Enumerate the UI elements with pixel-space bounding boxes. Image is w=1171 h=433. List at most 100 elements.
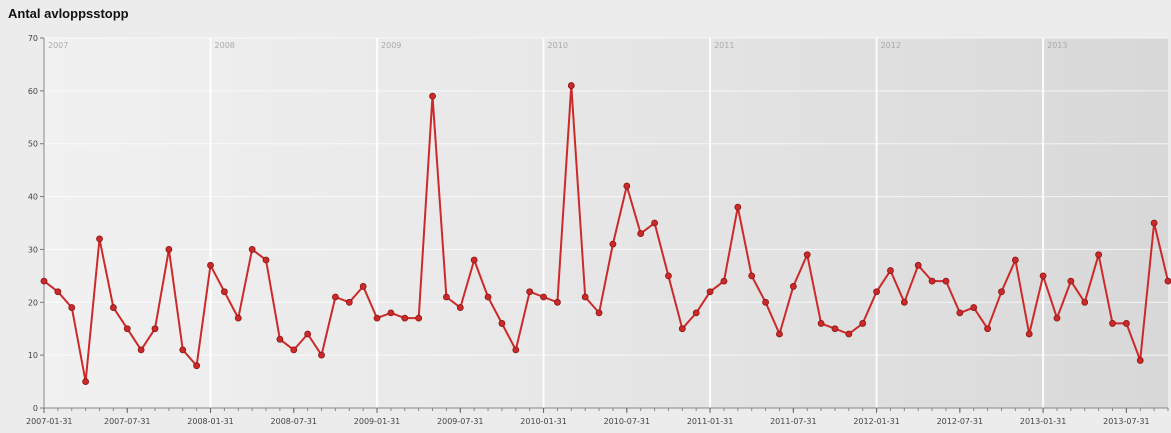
- data-point: [789, 283, 797, 290]
- data-point: [873, 288, 880, 296]
- data-point: [1011, 256, 1019, 264]
- data-point: [748, 272, 756, 280]
- x-tick-label: 2007-01-31: [26, 417, 73, 426]
- data-point: [1025, 330, 1033, 338]
- series-group: [40, 82, 1171, 385]
- data-point: [456, 304, 464, 311]
- x-tick-label: 2012-07-31: [937, 417, 984, 426]
- series-line: [43, 84, 1169, 383]
- data-point: [567, 82, 575, 89]
- year-label: 2012: [881, 41, 901, 50]
- y-tick-label: 10: [28, 351, 38, 360]
- plot-area: [44, 38, 1168, 408]
- data-point: [609, 240, 617, 248]
- x-tick-label: 2009-01-31: [354, 417, 401, 426]
- data-point: [40, 277, 48, 285]
- data-point: [1164, 277, 1171, 285]
- data-point: [720, 277, 728, 285]
- year-labels: 2007 2008 2009 2010 2011 2012 2013: [48, 41, 1067, 50]
- y-tick-label: 30: [28, 245, 38, 254]
- data-point: [762, 298, 769, 306]
- chart-title: Antal avloppsstopp: [8, 6, 129, 21]
- data-point: [318, 351, 325, 359]
- data-point: [623, 182, 631, 190]
- y-tick-label: 20: [28, 298, 38, 307]
- x-tick-label: 2013-01-31: [1020, 417, 1067, 426]
- year-label: 2011: [714, 41, 734, 50]
- y-tick-label: 50: [28, 140, 38, 149]
- data-point: [984, 325, 992, 333]
- data-point: [498, 320, 506, 327]
- data-point: [928, 277, 936, 285]
- data-point: [1136, 357, 1144, 364]
- data-point: [54, 288, 62, 296]
- data-point: [1081, 298, 1089, 306]
- data-point: [151, 325, 159, 333]
- data-point: [332, 293, 339, 301]
- data-point: [207, 261, 214, 269]
- data-point: [831, 325, 839, 333]
- y-tick-label: 60: [28, 87, 38, 96]
- data-point: [123, 325, 131, 333]
- data-point: [1053, 314, 1061, 322]
- data-point: [234, 314, 242, 322]
- data-point: [817, 320, 825, 327]
- data-point: [678, 325, 686, 333]
- data-point: [1039, 272, 1047, 280]
- x-tick-label: 2010-01-31: [520, 417, 567, 426]
- data-point: [803, 251, 811, 259]
- data-point: [165, 246, 173, 253]
- data-point: [220, 288, 228, 296]
- data-point: [998, 288, 1005, 296]
- data-point: [900, 298, 908, 306]
- year-label: 2008: [215, 41, 235, 50]
- data-point: [109, 304, 117, 311]
- data-point: [845, 330, 853, 338]
- x-tick-label: 2012-01-31: [853, 417, 900, 426]
- data-point: [1095, 251, 1103, 259]
- data-point: [706, 288, 714, 296]
- data-point: [401, 314, 409, 322]
- x-tick-label: 2013-07-31: [1103, 417, 1150, 426]
- data-point: [429, 92, 436, 100]
- data-point: [373, 314, 381, 322]
- data-point: [956, 309, 964, 317]
- data-point: [942, 277, 950, 285]
- data-point: [776, 330, 783, 338]
- data-point: [82, 378, 90, 385]
- data-point: [692, 309, 700, 317]
- y-axis: 0 10 20 30 40 50 60 70: [28, 34, 45, 413]
- data-point: [1150, 219, 1158, 227]
- data-point: [970, 304, 978, 311]
- data-point: [290, 346, 298, 354]
- data-point: [1067, 277, 1075, 285]
- data-point: [304, 330, 312, 338]
- x-tick-label: 2007-07-31: [104, 417, 151, 426]
- data-point: [540, 293, 547, 301]
- data-point: [1122, 320, 1130, 327]
- x-tick-label: 2011-01-31: [687, 417, 734, 426]
- data-point: [526, 288, 534, 296]
- data-point: [359, 283, 367, 290]
- year-label: 2013: [1047, 41, 1067, 50]
- year-label: 2009: [381, 41, 401, 50]
- vertical-gridlines: [209, 38, 1045, 408]
- data-point: [554, 298, 561, 306]
- data-point: [665, 272, 672, 280]
- y-tick-label: 0: [33, 404, 38, 413]
- y-tick-label: 70: [28, 34, 38, 43]
- data-point: [637, 230, 645, 237]
- data-point: [248, 246, 256, 253]
- x-tick-label: 2009-07-31: [437, 417, 484, 426]
- y-tick-label: 40: [28, 193, 38, 202]
- data-point: [262, 256, 270, 264]
- data-point: [734, 203, 742, 211]
- data-point: [443, 293, 450, 301]
- year-label: 2007: [48, 41, 68, 50]
- data-point: [179, 346, 187, 354]
- data-point: [470, 256, 478, 264]
- data-point: [859, 320, 867, 327]
- data-point: [651, 219, 658, 227]
